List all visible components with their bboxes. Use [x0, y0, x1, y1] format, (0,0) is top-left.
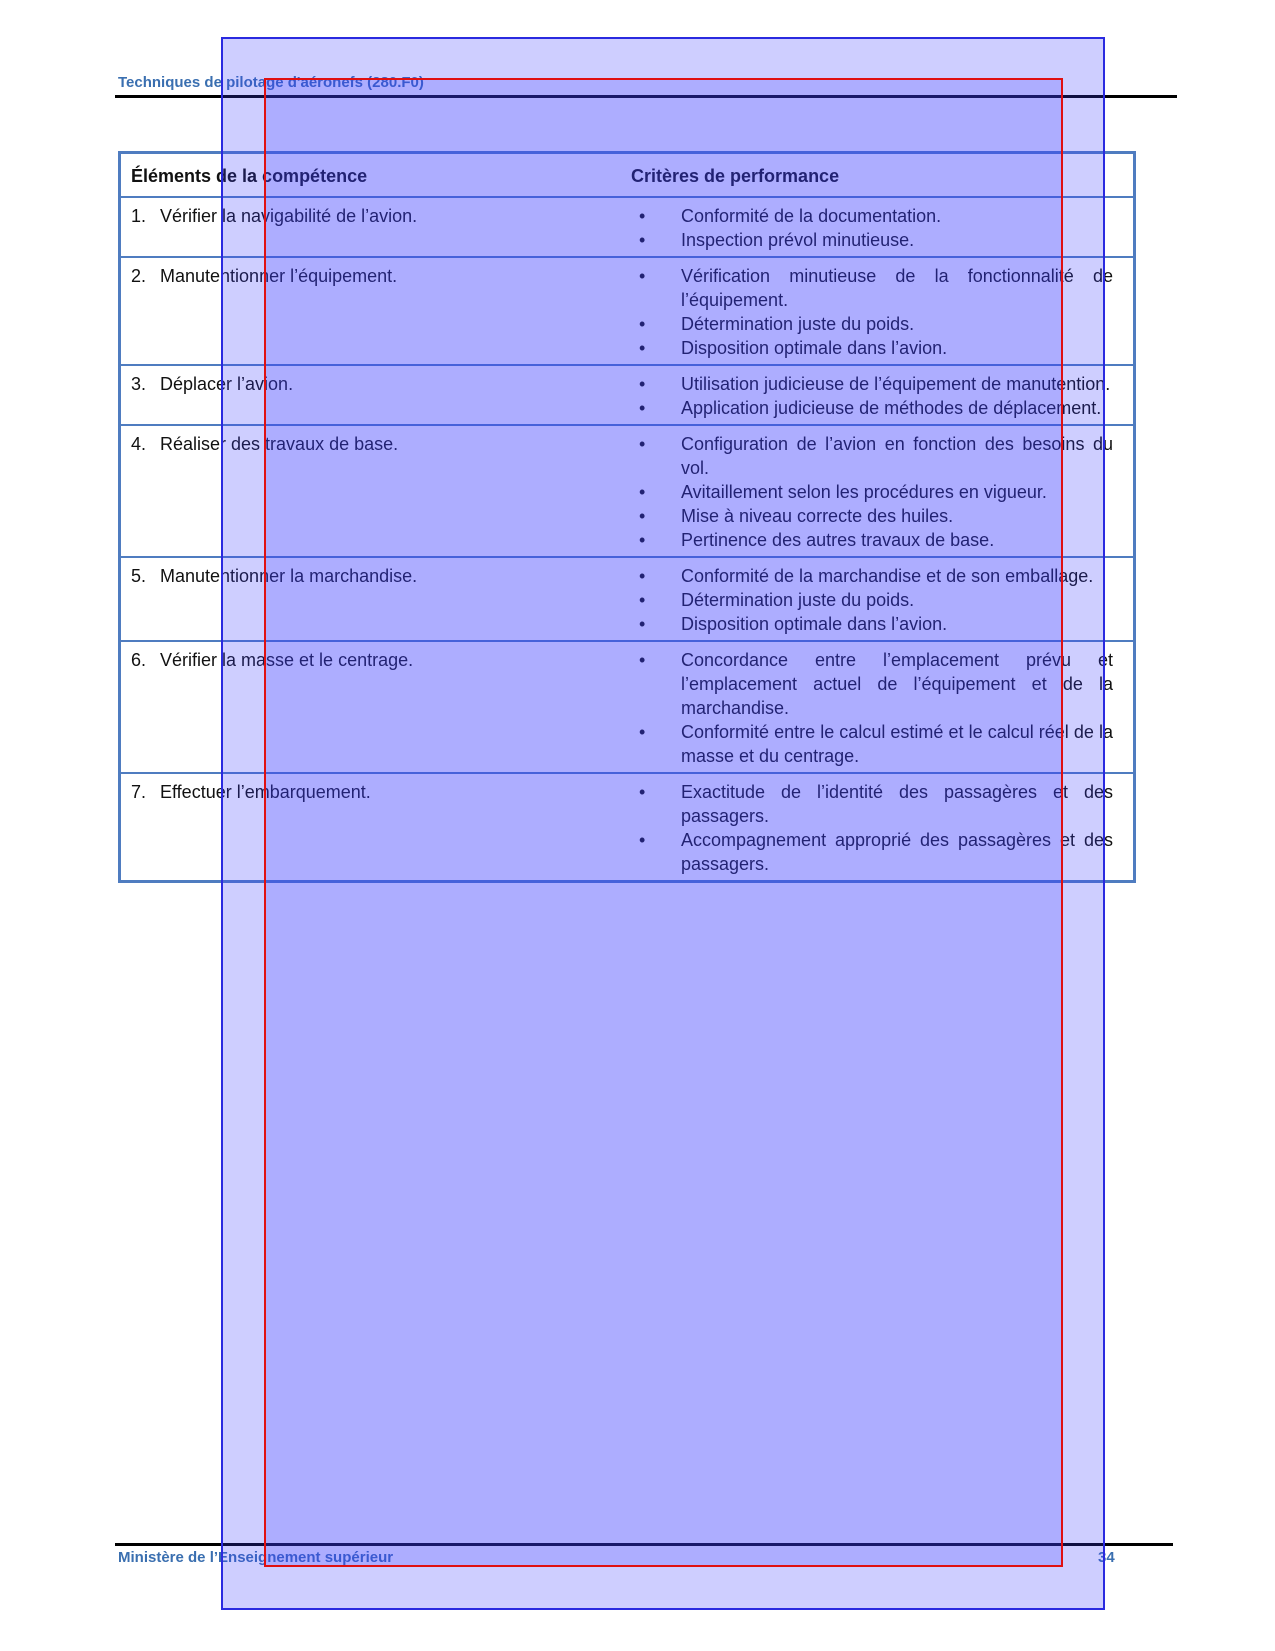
element-text: Déplacer l’avion. — [160, 374, 294, 394]
element-number: 2. — [131, 266, 147, 286]
table-row: 1. Vérifier la navigabilité de l’avion. Co… — [119, 196, 1135, 257]
footer-text: Ministère de l’Enseignement supérieur — [118, 1549, 394, 1566]
criteria-list: Conformité de la documentation.Inspectio… — [631, 204, 1123, 252]
criteria-cell: Vérification minutieuse de la fonctionna… — [621, 256, 1135, 365]
element-cell: 2. Manutentionner l’équipement. — [119, 256, 621, 365]
criteria-list: Utilisation judicieuse de l’équipement d… — [631, 372, 1123, 420]
criterion: Accompagnement approprié des passagères … — [639, 828, 1113, 876]
element-number: 4. — [131, 434, 147, 454]
table-body: 1. Vérifier la navigabilité de l’avion. Co… — [119, 196, 1135, 882]
header-rule — [115, 95, 1177, 98]
header-title: Techniques de pilotage d'aéronefs (280.F… — [118, 74, 424, 91]
element-cell: 3. Déplacer l’avion. — [119, 364, 621, 425]
criteria-list: Exactitude de l’identité des passagères … — [631, 780, 1123, 876]
table-row: 3. Déplacer l’avion. Utilisation judicieus… — [119, 364, 1135, 425]
criterion: Disposition optimale dans l’avion. — [639, 612, 1113, 636]
element-text: Manutentionner la marchandise. — [160, 566, 418, 586]
criterion: Détermination juste du poids. — [639, 588, 1113, 612]
table-row: 2. Manutentionner l’équipement. Vérificati… — [119, 256, 1135, 365]
criterion: Concordance entre l’emplacement prévu et… — [639, 648, 1113, 720]
element-number: 1. — [131, 206, 147, 226]
criterion: Conformité de la documentation. — [639, 204, 1113, 228]
element-cell: 7. Effectuer l’embarquement. — [119, 772, 621, 882]
criteria-list: Vérification minutieuse de la fonctionna… — [631, 264, 1123, 360]
table-row: 6. Vérifier la masse et le centrage. Conco… — [119, 640, 1135, 773]
criteria-cell: Concordance entre l’emplacement prévu et… — [621, 640, 1135, 773]
page-number: 34 — [1098, 1549, 1115, 1566]
criteria-cell: Utilisation judicieuse de l’équipement d… — [621, 364, 1135, 425]
element-text: Vérifier la masse et le centrage. — [160, 650, 414, 670]
criteria-list: Conformité de la marchandise et de son e… — [631, 564, 1123, 636]
element-text: Effectuer l’embarquement. — [160, 782, 371, 802]
criterion: Disposition optimale dans l’avion. — [639, 336, 1113, 360]
criterion: Pertinence des autres travaux de base. — [639, 528, 1113, 552]
criterion: Utilisation judicieuse de l’équipement d… — [639, 372, 1113, 396]
column-header: Éléments de la compétence — [119, 151, 621, 197]
table-row: 5. Manutentionner la marchandise. Conformi… — [119, 556, 1135, 641]
footer-rule — [115, 1543, 1173, 1546]
table-row: 7. Effectuer l’embarquement. Exactitude de… — [119, 772, 1135, 882]
criterion: Vérification minutieuse de la fonctionna… — [639, 264, 1113, 312]
criterion: Mise à niveau correcte des huiles. — [639, 504, 1113, 528]
criterion: Exactitude de l’identité des passagères … — [639, 780, 1113, 828]
element-number: 6. — [131, 650, 147, 670]
criterion: Avitaillement selon les procédures en vi… — [639, 480, 1113, 504]
element-number: 3. — [131, 374, 147, 394]
criteria-cell: Conformité de la marchandise et de son e… — [621, 556, 1135, 641]
element-cell: 1. Vérifier la navigabilité de l’avion. — [119, 196, 621, 257]
criterion: Configuration de l’avion en fonction des… — [639, 432, 1113, 480]
competence-table: Éléments de la compétence Critères de pe… — [118, 151, 1136, 883]
column-header: Critères de performance — [621, 151, 1135, 197]
element-number: 5. — [131, 566, 147, 586]
element-cell: 6. Vérifier la masse et le centrage. — [119, 640, 621, 773]
criterion: Conformité de la marchandise et de son e… — [639, 564, 1113, 588]
criteria-cell: Conformité de la documentation.Inspectio… — [621, 196, 1135, 257]
criterion: Détermination juste du poids. — [639, 312, 1113, 336]
table-row: 4. Réaliser des travaux de base. Configura… — [119, 424, 1135, 557]
criterion: Application judicieuse de méthodes de dé… — [639, 396, 1113, 420]
element-number: 7. — [131, 782, 147, 802]
criterion: Inspection prévol minutieuse. — [639, 228, 1113, 252]
element-cell: 5. Manutentionner la marchandise. — [119, 556, 621, 641]
criteria-list: Configuration de l’avion en fonction des… — [631, 432, 1123, 552]
element-text: Vérifier la navigabilité de l’avion. — [160, 206, 418, 226]
criteria-cell: Configuration de l’avion en fonction des… — [621, 424, 1135, 557]
element-text: Manutentionner l’équipement. — [160, 266, 398, 286]
criterion: Conformité entre le calcul estimé et le … — [639, 720, 1113, 768]
criteria-list: Concordance entre l’emplacement prévu et… — [631, 648, 1123, 768]
element-cell: 4. Réaliser des travaux de base. — [119, 424, 621, 557]
criteria-cell: Exactitude de l’identité des passagères … — [621, 772, 1135, 882]
element-text: Réaliser des travaux de base. — [160, 434, 399, 454]
